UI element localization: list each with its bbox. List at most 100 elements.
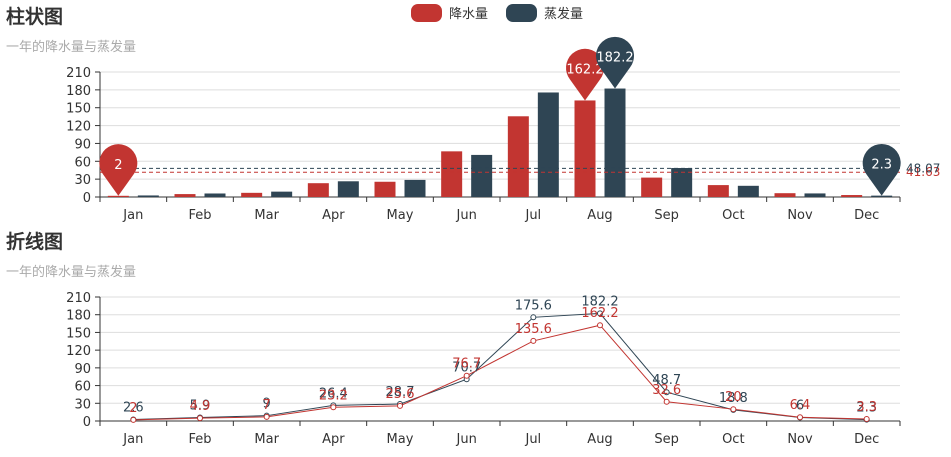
data-point (397, 402, 403, 409)
data-label: 6.4 (790, 398, 811, 413)
line-chart: 0 30 60 90 120 150 180 210 Jan Feb Mar Apr May Jun Jul… (66, 291, 901, 447)
line-chart-subtitle: 一年的降水量与蒸发量 (6, 264, 136, 280)
line-chart-xtick-label: Oct (722, 432, 744, 447)
bar (471, 154, 493, 197)
line-chart-xtick-label: Sep (654, 432, 679, 447)
data-point (263, 413, 270, 420)
bar (574, 100, 596, 197)
line-chart-xtick-label: Apr (322, 432, 345, 447)
bar-chart-xtick-label: May (387, 208, 414, 223)
line-chart-xtick-label: Feb (188, 432, 211, 447)
line-chart-xtick-label: Dec (854, 432, 879, 447)
bar-chart-xtick-label: Apr (322, 208, 345, 223)
series-line (133, 312, 867, 421)
line-chart-ytick-label: 0 (83, 415, 91, 430)
marker-pin (862, 143, 901, 196)
bar (374, 181, 396, 197)
line-chart-xtick-label: Nov (787, 432, 813, 447)
data-point (663, 398, 670, 405)
bar (774, 193, 796, 197)
marker-pin-label: 2 (114, 158, 122, 173)
bar-chart-ytick-label: 180 (66, 84, 91, 99)
data-label: 2.6 (123, 400, 144, 415)
bar (507, 116, 529, 197)
line-chart-title: 折线图 (6, 230, 63, 253)
marker-pin-label: 182.2 (596, 51, 633, 66)
bar (337, 181, 359, 197)
bar (174, 194, 196, 197)
marker-pin (99, 144, 138, 196)
bar-chart-xtick-label: Jun (456, 208, 477, 223)
line-chart-ytick-label: 180 (66, 309, 91, 324)
data-label: 3.3 (856, 400, 877, 415)
bar-chart-ytick-label: 210 (66, 66, 91, 81)
bar (804, 193, 826, 197)
marker-pin-label: 162.2 (566, 62, 603, 77)
legend-item-evaporation[interactable]: 蒸发量 (506, 4, 583, 22)
bar-chart-xtick-label: Sep (654, 208, 679, 223)
data-label: 9 (263, 397, 271, 412)
bar (671, 168, 693, 197)
bar (737, 185, 759, 197)
data-label: 28.7 (386, 385, 415, 400)
data-label: 25.6 (386, 387, 415, 402)
bar (841, 195, 863, 197)
data-label: 2.3 (856, 401, 877, 416)
bar-chart: 0 30 60 90 120 150 180 210 Jan Feb Mar Apr May Jun Jul… (66, 36, 940, 223)
marker-pin (566, 48, 605, 101)
line-chart-xtick-label: Aug (587, 432, 612, 447)
data-label: 32.6 (652, 383, 681, 398)
legend-swatch-evaporation (506, 4, 537, 22)
data-point (330, 404, 337, 411)
line-chart-xtick-label: Jan (122, 432, 143, 447)
data-point (730, 406, 737, 413)
bar (271, 191, 293, 197)
data-point (530, 314, 537, 321)
legend-label-precipitation: 降水量 (449, 7, 488, 22)
data-label: 18.8 (719, 391, 748, 406)
bar-chart-xtick-label: Aug (587, 208, 612, 223)
marker-pin (595, 36, 634, 89)
line-chart-ytick-label: 30 (74, 397, 91, 412)
legend-item-precipitation[interactable]: 降水量 (411, 4, 488, 22)
bar-chart-xtick-label: Mar (254, 208, 279, 223)
line-chart-ytick-label: 150 (66, 326, 91, 341)
data-point (597, 310, 603, 317)
bar (537, 92, 559, 197)
data-label: 20 (725, 390, 742, 405)
bar-chart-xtick-label: Nov (787, 208, 813, 223)
data-point (530, 337, 537, 344)
bar-chart-xtick-label: Feb (188, 208, 211, 223)
data-label: 135.6 (515, 322, 552, 337)
data-point (463, 372, 470, 379)
data-label: 182.2 (581, 294, 618, 309)
data-label: 6 (796, 398, 804, 413)
line-chart-xtick-label: Mar (254, 432, 279, 447)
data-point (663, 389, 670, 396)
data-label: 5.9 (190, 399, 211, 414)
legend[interactable]: 降水量 蒸发量 (411, 4, 583, 22)
data-label: 7 (263, 398, 271, 413)
bar (604, 88, 626, 197)
data-label: 26.4 (319, 386, 348, 401)
bar (137, 195, 159, 197)
legend-label-evaporation: 蒸发量 (544, 6, 583, 22)
bar-chart-ytick-label: 90 (74, 137, 91, 152)
data-label: 2 (129, 401, 137, 416)
data-point (597, 322, 603, 329)
bar-chart-ytick-label: 150 (66, 102, 91, 117)
legend-swatch-precipitation (411, 4, 442, 22)
bar (107, 195, 129, 197)
bar-chart-xtick-label: Oct (722, 208, 744, 223)
data-point (863, 416, 870, 423)
data-label: 162.2 (581, 306, 618, 321)
bar (641, 177, 663, 197)
line-chart-ytick-label: 210 (66, 291, 91, 306)
bar (241, 192, 263, 197)
bar-chart-xtick-label: Jan (122, 208, 143, 223)
data-label: 70.7 (452, 360, 481, 375)
bar-chart-ytick-label: 30 (74, 173, 91, 188)
bar (404, 179, 426, 197)
line-chart-xtick-label: May (387, 432, 414, 447)
